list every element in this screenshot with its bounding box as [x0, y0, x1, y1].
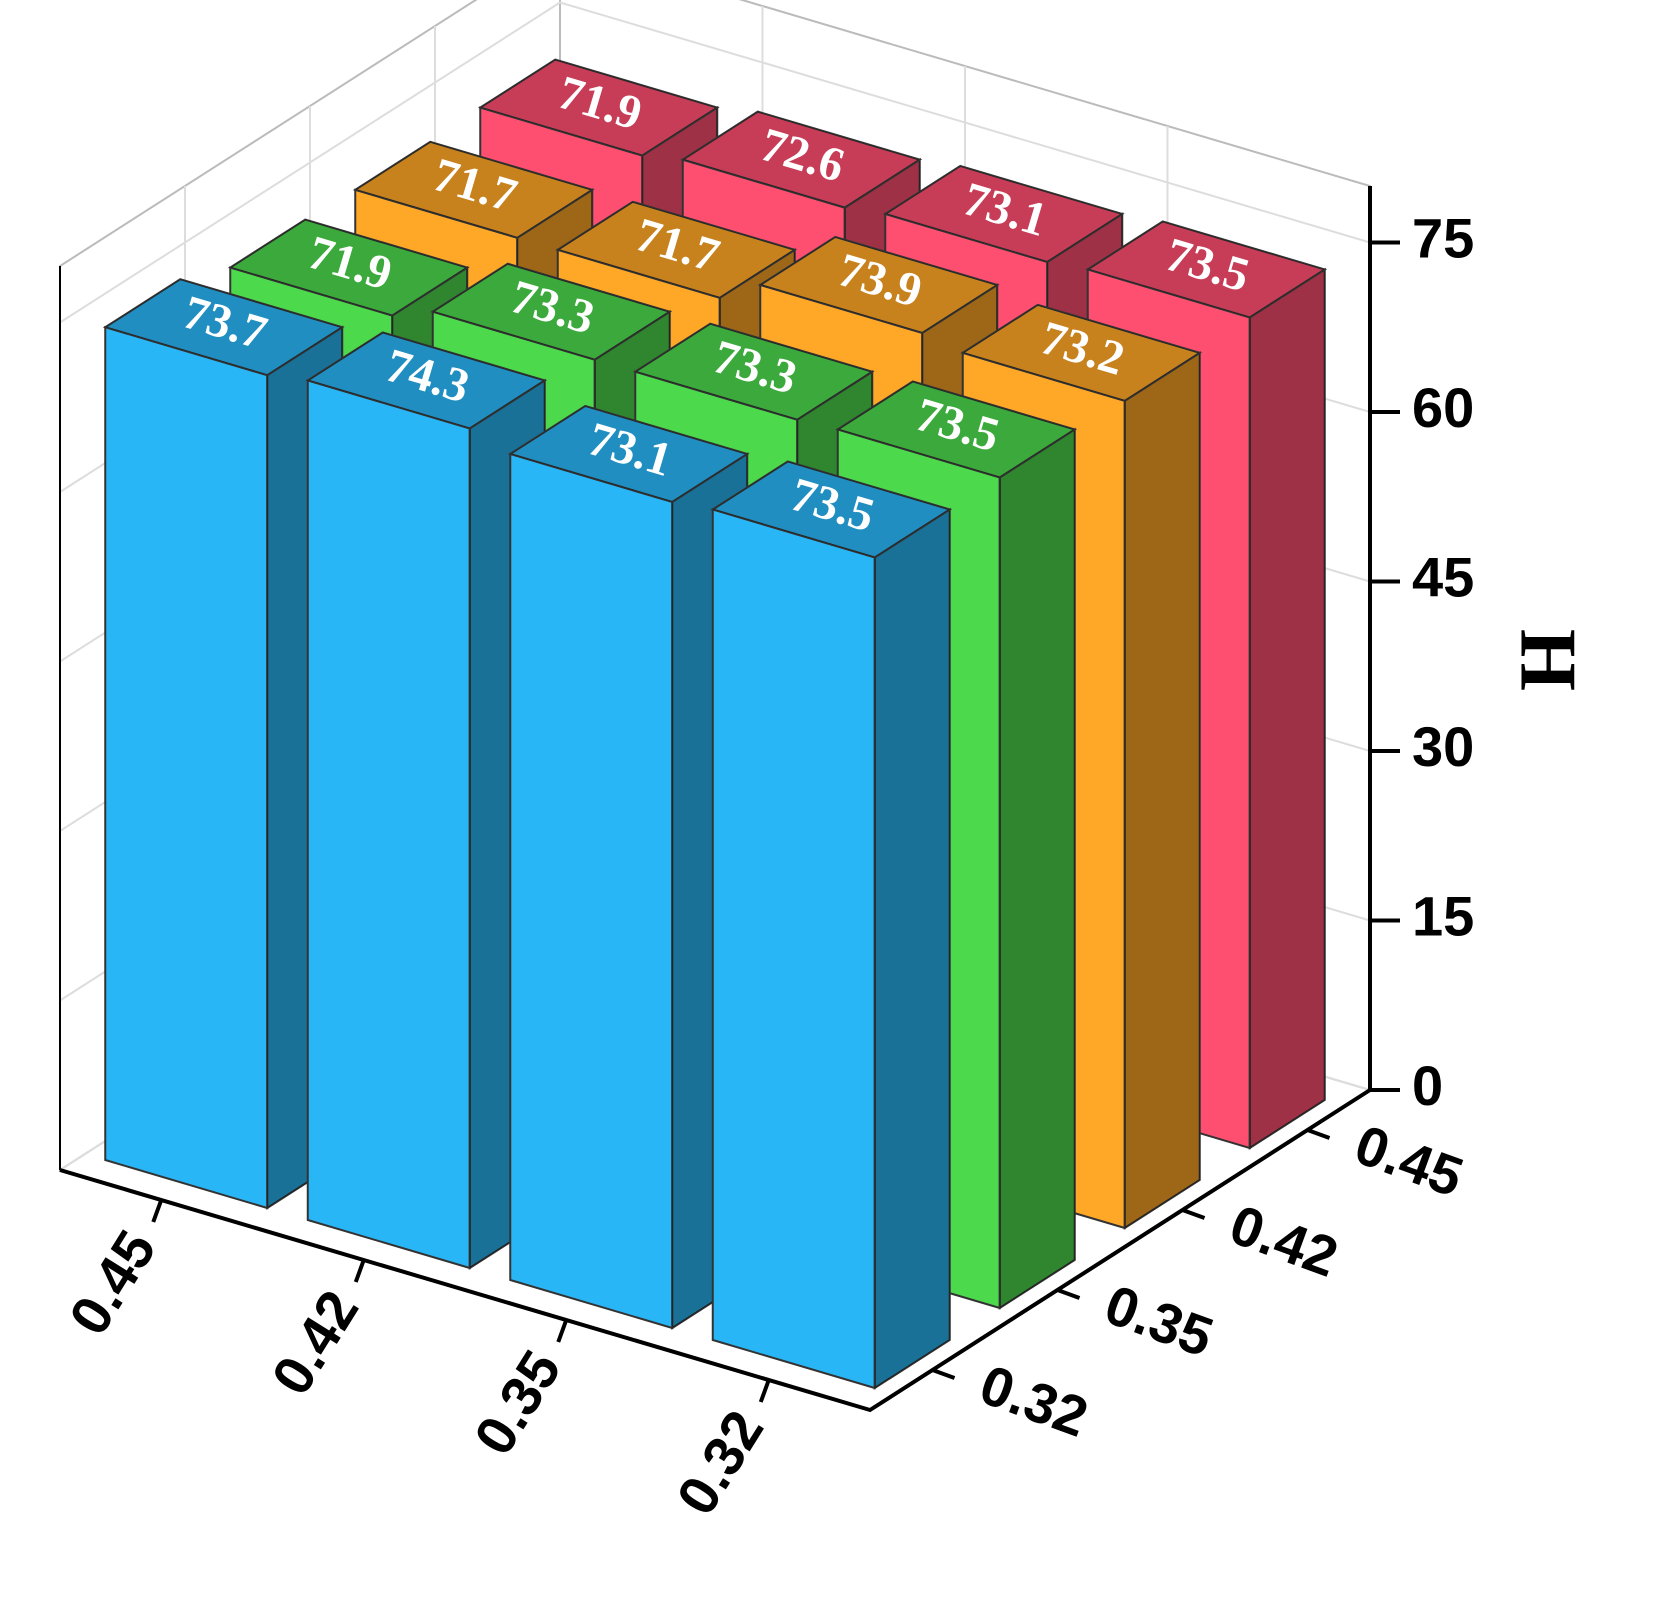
bar-top	[632, 322, 875, 421]
bar-top-shade	[1087, 221, 1325, 318]
bar-top-shade	[307, 332, 545, 429]
bar-side-shade	[1124, 352, 1200, 1229]
bar-top	[430, 262, 673, 361]
bar-top-shade	[760, 236, 998, 333]
y-tick-label: 30	[1412, 715, 1474, 778]
x-tick	[556, 1319, 569, 1343]
depth-tick-label: 0.45	[1347, 1112, 1471, 1208]
bar-top	[102, 278, 345, 377]
bar-top	[1085, 220, 1328, 319]
bar: 73.5	[710, 460, 953, 1390]
depth-tick-label: 0.42	[1222, 1192, 1346, 1288]
bar-side-shade	[874, 509, 950, 1388]
bar-top	[757, 235, 1000, 335]
bar-top-shade	[105, 279, 343, 376]
bar-top-shade	[837, 381, 1075, 478]
depth-tick-label: 0.35	[1097, 1272, 1221, 1368]
bar-front	[711, 508, 876, 1390]
bar-top	[555, 200, 798, 299]
bar-top-shade	[635, 323, 873, 420]
bar-side-shade	[999, 429, 1075, 1308]
floor-axes	[59, 1088, 1372, 1413]
z-tick	[1056, 1288, 1081, 1300]
bar-top-shade	[885, 165, 1123, 262]
y-tick-label: 15	[1412, 884, 1474, 947]
y-tick-label: 60	[1412, 376, 1474, 439]
x-tick	[353, 1259, 366, 1283]
bar-top	[507, 404, 750, 504]
bar-front	[104, 325, 269, 1210]
bar: 73.1	[507, 404, 750, 1330]
bar-top	[835, 380, 1078, 479]
z-tick	[1181, 1208, 1206, 1220]
bar-top	[960, 303, 1203, 402]
bar-top-shade	[557, 201, 795, 298]
bar-top-shade	[712, 461, 950, 558]
x-tick-label: 0.42	[259, 1280, 370, 1406]
bar-top	[710, 460, 953, 559]
bar-top-shade	[510, 405, 748, 502]
grid-line	[59, 1, 1371, 324]
y-tick-label: 75	[1412, 206, 1474, 269]
bar-top	[305, 331, 548, 430]
x-tick-label: 0.32	[664, 1400, 775, 1526]
bar-top-shade	[230, 219, 468, 316]
y-tick-label: 0	[1412, 1054, 1443, 1117]
bar-side-shade	[1249, 269, 1325, 1148]
bar-top-shade	[480, 59, 718, 156]
y-tick-label: 45	[1412, 545, 1474, 608]
x-tick-label: 0.45	[57, 1220, 168, 1346]
x-tick	[758, 1379, 771, 1403]
bar-top	[882, 164, 1125, 264]
bar-front	[509, 452, 674, 1330]
z-tick	[931, 1368, 956, 1380]
bar-top	[680, 110, 923, 209]
bar-top	[227, 218, 470, 317]
depth-tick-label: 0.32	[972, 1352, 1096, 1448]
bar-front	[306, 379, 471, 1270]
bar-top	[352, 140, 595, 239]
bar-top-shade	[962, 304, 1200, 401]
z-tick	[1306, 1128, 1331, 1140]
x-tick-label: 0.35	[462, 1340, 573, 1466]
bar-top	[477, 58, 720, 157]
bar: 74.3	[305, 331, 548, 1270]
y-axis-label: H	[1504, 629, 1592, 691]
bar-top-shade	[432, 263, 670, 360]
bar-top-shade	[355, 141, 593, 238]
x-tick	[151, 1199, 164, 1223]
bar-top-shade	[682, 111, 920, 208]
bar: 73.7	[102, 278, 345, 1210]
